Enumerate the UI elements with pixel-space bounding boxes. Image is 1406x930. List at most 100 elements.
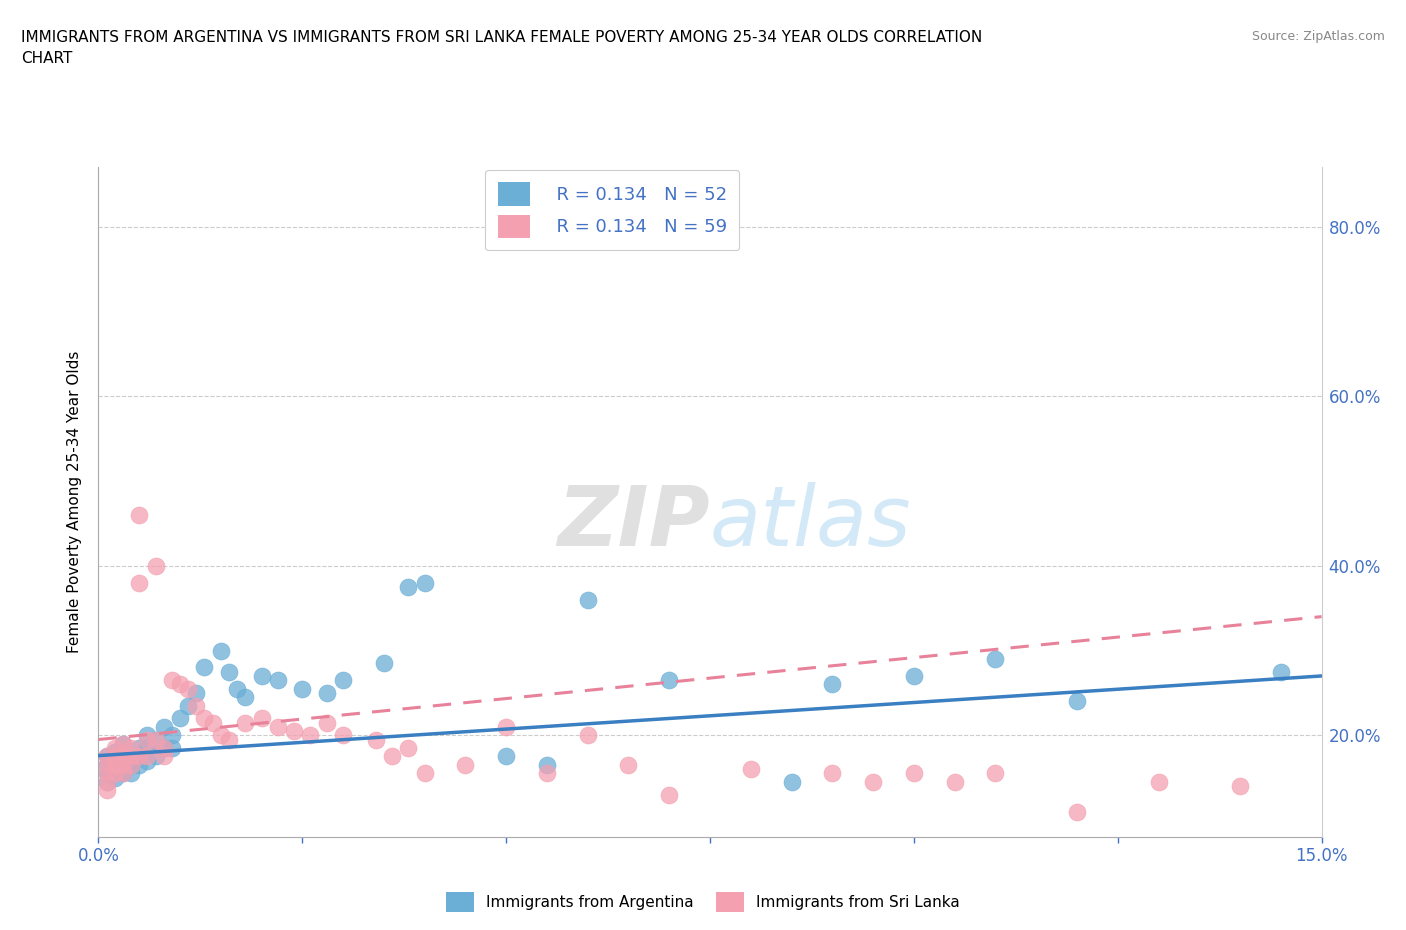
Point [201,715,224,730]
Point [821,677,844,692]
Point [315,685,337,700]
Point [111,737,134,751]
Point [96,749,118,764]
Point [136,740,159,755]
Point [267,720,290,735]
Point [193,711,215,725]
Point [145,732,167,747]
Point [1066,804,1088,819]
Point [332,672,354,687]
Point [120,766,142,781]
Point [226,682,249,697]
Point [128,749,150,764]
Point [617,758,640,773]
Point [169,677,191,692]
Point [396,579,419,594]
Point [413,766,436,781]
Point [120,740,142,755]
Point [160,740,183,755]
Point [373,656,395,671]
Point [136,749,159,764]
Point [903,766,925,781]
Point [193,660,215,675]
Point [903,669,925,684]
Point [233,690,256,705]
Point [120,753,142,768]
Point [96,758,118,773]
Point [120,749,142,764]
Point [104,770,127,785]
Point [111,766,134,781]
Point [96,749,118,764]
Legend:   R = 0.134   N = 52,   R = 0.134   N = 59: R = 0.134 N = 52, R = 0.134 N = 59 [485,170,740,250]
Point [186,698,208,713]
Point [104,762,127,777]
Point [152,749,174,764]
Point [120,758,142,773]
Point [96,775,118,790]
Point [283,724,305,738]
Point [821,766,844,781]
Point [332,728,354,743]
Point [111,749,134,764]
Point [984,652,1007,667]
Point [160,672,183,687]
Point [96,775,118,790]
Point [111,766,134,781]
Point [576,592,599,607]
Point [658,672,681,687]
Text: CHART: CHART [21,51,73,66]
Point [576,728,599,743]
Text: atlas: atlas [710,482,911,563]
Y-axis label: Female Poverty Among 25-34 Year Olds: Female Poverty Among 25-34 Year Olds [67,351,83,654]
Text: Source: ZipAtlas.com: Source: ZipAtlas.com [1251,30,1385,43]
Point [209,728,232,743]
Point [136,732,159,747]
Point [218,664,240,679]
Point [315,715,337,730]
Point [218,732,240,747]
Point [536,758,558,773]
Point [177,682,200,697]
Point [396,740,419,755]
Point [536,766,558,781]
Point [104,740,127,755]
Point [740,762,762,777]
Point [96,783,118,798]
Point [128,749,150,764]
Point [104,758,127,773]
Point [943,775,966,790]
Point [250,669,273,684]
Point [169,711,191,725]
Text: IMMIGRANTS FROM ARGENTINA VS IMMIGRANTS FROM SRI LANKA FEMALE POVERTY AMONG 25-3: IMMIGRANTS FROM ARGENTINA VS IMMIGRANTS … [21,30,983,45]
Point [160,728,183,743]
Point [152,720,174,735]
Point [136,753,159,768]
Point [186,685,208,700]
Point [495,749,517,764]
Point [1147,775,1170,790]
Point [104,749,127,764]
Point [128,740,150,755]
Point [128,576,150,591]
Point [299,728,322,743]
Point [145,558,167,573]
Point [128,758,150,773]
Point [862,775,884,790]
Point [780,775,803,790]
Point [152,740,174,755]
Point [152,740,174,755]
Text: ZIP: ZIP [557,482,710,563]
Point [128,508,150,523]
Point [96,758,118,773]
Point [984,766,1007,781]
Point [104,753,127,768]
Point [209,643,232,658]
Point [111,737,134,751]
Point [1229,778,1251,793]
Point [454,758,477,773]
Point [291,682,314,697]
Point [111,758,134,773]
Point [495,720,517,735]
Point [96,766,118,781]
